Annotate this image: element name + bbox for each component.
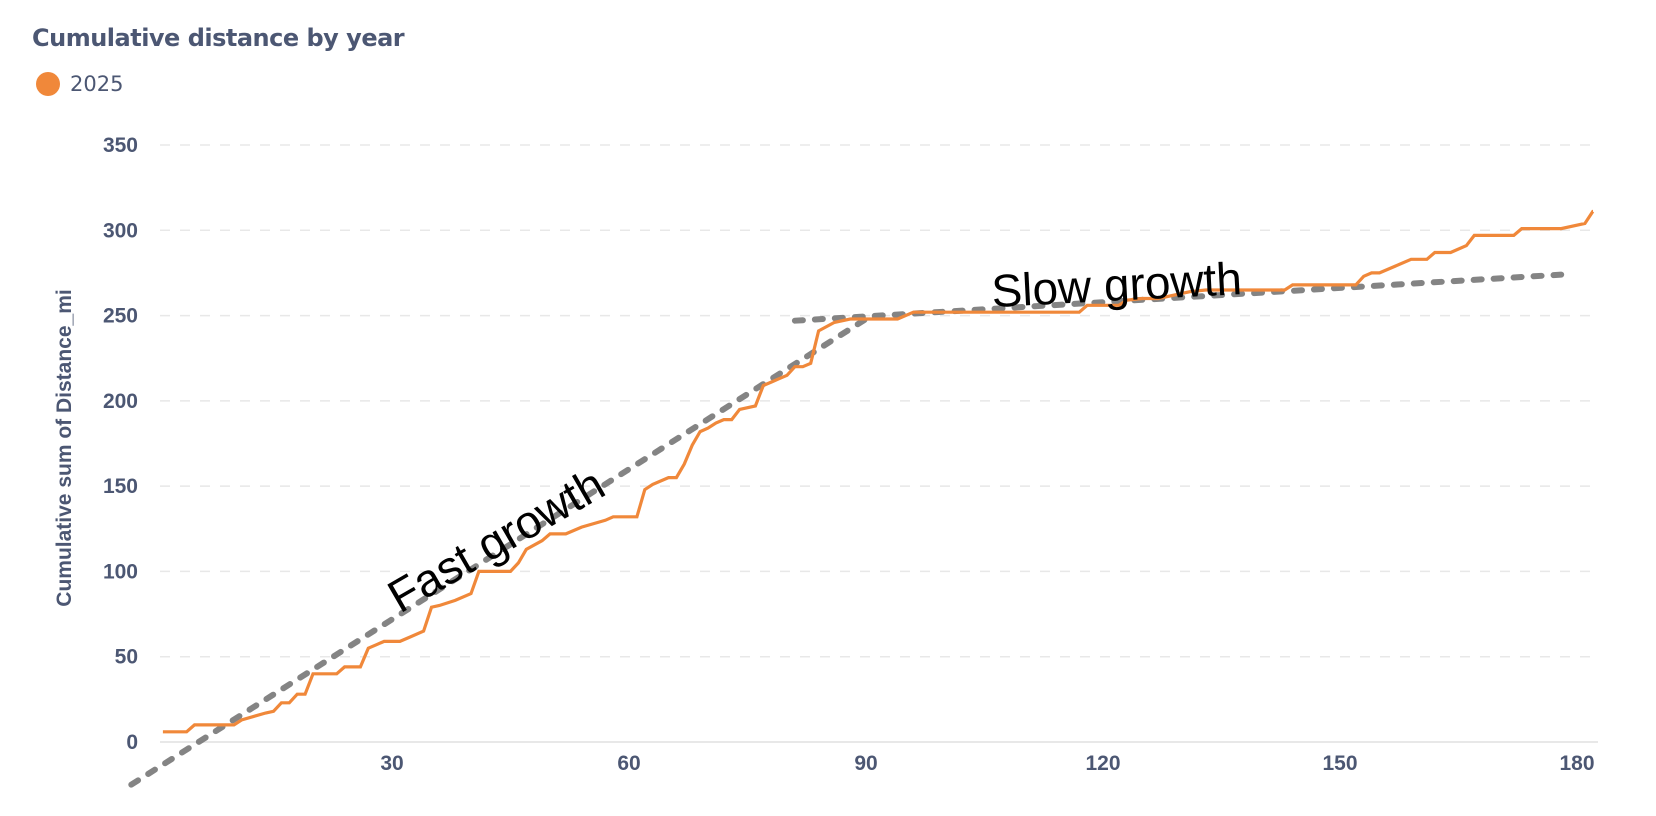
x-tick-label: 180 <box>1559 752 1594 775</box>
legend: 2025 <box>36 72 123 96</box>
y-tick-label: 300 <box>103 219 138 242</box>
annotation-fast-growth: Fast growth <box>379 457 613 622</box>
y-tick-label: 50 <box>115 646 138 669</box>
legend-dot-icon <box>36 72 60 96</box>
x-tick-label: 90 <box>854 752 877 775</box>
fast-growth-trend <box>128 315 869 788</box>
y-tick-label: 0 <box>126 731 138 754</box>
x-tick-label: 150 <box>1322 752 1357 775</box>
gridlines <box>160 144 1598 743</box>
x-axis-ticks: 30 60 90 120 150 180 <box>380 752 1594 775</box>
legend-label-2025[interactable]: 2025 <box>70 72 124 96</box>
x-tick-label: 60 <box>617 752 640 775</box>
y-tick-label: 100 <box>103 560 138 583</box>
y-axis-label: Cumulative sum of Distance_mi <box>53 289 76 606</box>
x-tick-label: 120 <box>1085 752 1120 775</box>
x-tick-label: 30 <box>380 752 403 775</box>
y-axis-ticks: 0 50 100 150 200 250 300 350 <box>103 134 138 754</box>
y-tick-label: 200 <box>103 390 138 413</box>
y-tick-label: 150 <box>103 475 138 498</box>
annotation-slow-growth: Slow growth <box>990 252 1243 317</box>
chart-title: Cumulative distance by year <box>32 24 405 52</box>
y-tick-label: 250 <box>103 305 138 328</box>
series-line-2025[interactable] <box>162 209 1595 734</box>
y-tick-label: 350 <box>103 134 138 157</box>
trend-lines <box>128 271 1565 788</box>
